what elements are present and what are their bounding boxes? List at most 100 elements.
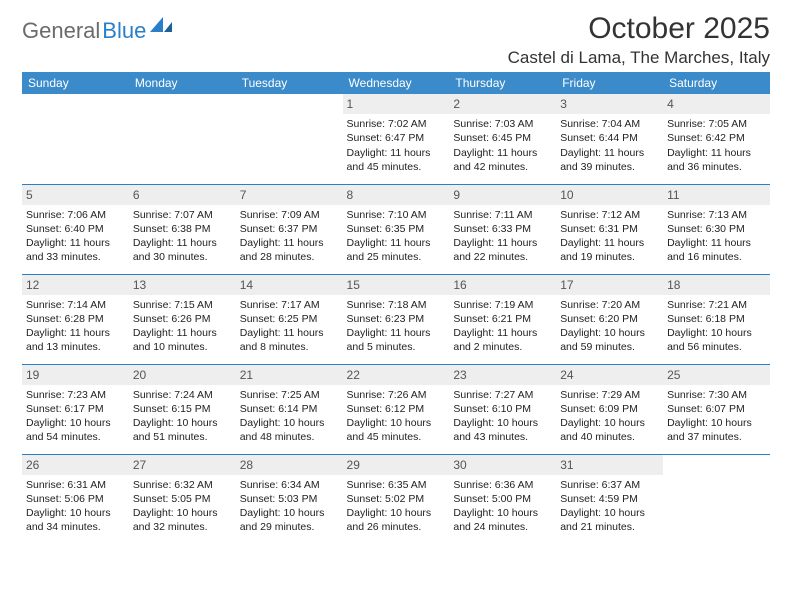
day-number: 13 [129, 275, 236, 295]
calendar-day-cell: 25Sunrise: 7:30 AMSunset: 6:07 PMDayligh… [663, 364, 770, 454]
weekday-header: Tuesday [236, 72, 343, 94]
day-number: 27 [129, 455, 236, 475]
day-number: 24 [556, 365, 663, 385]
day-info: Sunrise: 7:04 AMSunset: 6:44 PMDaylight:… [560, 117, 659, 174]
sunrise-line: Sunrise: 7:07 AM [133, 208, 232, 222]
sunrise-line: Sunrise: 7:17 AM [240, 298, 339, 312]
day-info: Sunrise: 7:03 AMSunset: 6:45 PMDaylight:… [453, 117, 552, 174]
day-info: Sunrise: 7:15 AMSunset: 6:26 PMDaylight:… [133, 298, 232, 355]
daylight-line: Daylight: 11 hours and 22 minutes. [453, 236, 552, 264]
sunrise-line: Sunrise: 7:12 AM [560, 208, 659, 222]
daylight-line: Daylight: 11 hours and 30 minutes. [133, 236, 232, 264]
brand-logo: GeneralBlue [22, 12, 172, 44]
day-info: Sunrise: 7:05 AMSunset: 6:42 PMDaylight:… [667, 117, 766, 174]
sunset-line: Sunset: 6:18 PM [667, 312, 766, 326]
sunset-line: Sunset: 6:15 PM [133, 402, 232, 416]
daylight-line: Daylight: 10 hours and 40 minutes. [560, 416, 659, 444]
brand-text-general: General [22, 18, 100, 44]
calendar-day-cell: 12 Sunrise: 7:14 AMSunset: 6:28 PMDayligh… [22, 274, 129, 364]
day-info: Sunrise: 6:31 AMSunset: 5:06 PMDaylight:… [26, 478, 125, 535]
daylight-line: Daylight: 10 hours and 45 minutes. [347, 416, 446, 444]
day-number: 21 [236, 365, 343, 385]
day-number: 3 [556, 94, 663, 114]
sunrise-line: Sunrise: 6:31 AM [26, 478, 125, 492]
sunset-line: Sunset: 6:42 PM [667, 131, 766, 145]
sunrise-line: Sunrise: 7:27 AM [453, 388, 552, 402]
daylight-line: Daylight: 11 hours and 33 minutes. [26, 236, 125, 264]
daylight-line: Daylight: 11 hours and 13 minutes. [26, 326, 125, 354]
day-number: 14 [236, 275, 343, 295]
day-number: 29 [343, 455, 450, 475]
calendar-day-cell: 5Sunrise: 7:06 AMSunset: 6:40 PMDaylight… [22, 184, 129, 274]
calendar-week-row: 26Sunrise: 6:31 AMSunset: 5:06 PMDayligh… [22, 454, 770, 544]
calendar-day-cell: 18Sunrise: 7:21 AMSunset: 6:18 PMDayligh… [663, 274, 770, 364]
sunset-line: Sunset: 5:06 PM [26, 492, 125, 506]
day-info: Sunrise: 7:20 AMSunset: 6:20 PMDaylight:… [560, 298, 659, 355]
sunrise-line: Sunrise: 7:21 AM [667, 298, 766, 312]
sunset-line: Sunset: 5:02 PM [347, 492, 446, 506]
sunset-line: Sunset: 6:17 PM [26, 402, 125, 416]
sunrise-line: Sunrise: 7:05 AM [667, 117, 766, 131]
calendar-day-cell: 17Sunrise: 7:20 AMSunset: 6:20 PMDayligh… [556, 274, 663, 364]
day-number: 23 [449, 365, 556, 385]
daylight-line: Daylight: 10 hours and 37 minutes. [667, 416, 766, 444]
sunrise-line: Sunrise: 7:30 AM [667, 388, 766, 402]
day-number: 12 [22, 275, 129, 295]
sunrise-line: Sunrise: 7:26 AM [347, 388, 446, 402]
calendar-table: SundayMondayTuesdayWednesdayThursdayFrid… [22, 72, 770, 544]
daylight-line: Daylight: 10 hours and 24 minutes. [453, 506, 552, 534]
sunset-line: Sunset: 6:20 PM [560, 312, 659, 326]
sunset-line: Sunset: 4:59 PM [560, 492, 659, 506]
sunset-line: Sunset: 6:44 PM [560, 131, 659, 145]
sunrise-line: Sunrise: 7:14 AM [26, 298, 125, 312]
day-info: Sunrise: 7:26 AMSunset: 6:12 PMDaylight:… [347, 388, 446, 445]
calendar-day-cell: 22Sunrise: 7:26 AMSunset: 6:12 PMDayligh… [343, 364, 450, 454]
day-info: Sunrise: 6:34 AMSunset: 5:03 PMDaylight:… [240, 478, 339, 535]
calendar-body: 1Sunrise: 7:02 AMSunset: 6:47 PMDaylight… [22, 94, 770, 544]
calendar-day-cell: 21 Sunrise: 7:25 AMSunset: 6:14 PMDayligh… [236, 364, 343, 454]
day-info: Sunrise: 7:14 AMSunset: 6:28 PMDaylight:… [26, 298, 125, 355]
day-info: Sunrise: 7:17 AMSunset: 6:25 PMDaylight:… [240, 298, 339, 355]
sunset-line: Sunset: 6:09 PM [560, 402, 659, 416]
sunrise-line: Sunrise: 7:06 AM [26, 208, 125, 222]
title-block: October 2025 Castel di Lama, The Marches… [508, 12, 770, 68]
day-number: 7 [236, 185, 343, 205]
day-info: Sunrise: 7:06 AMSunset: 6:40 PMDaylight:… [26, 208, 125, 265]
day-number: 31 [556, 455, 663, 475]
calendar-day-cell: 26Sunrise: 6:31 AMSunset: 5:06 PMDayligh… [22, 454, 129, 544]
calendar-week-row: 1Sunrise: 7:02 AMSunset: 6:47 PMDaylight… [22, 94, 770, 184]
daylight-line: Daylight: 10 hours and 51 minutes. [133, 416, 232, 444]
day-number: 2 [449, 94, 556, 114]
calendar-day-cell: 13 Sunrise: 7:15 AMSunset: 6:26 PMDayligh… [129, 274, 236, 364]
calendar-day-cell: 7Sunrise: 7:09 AMSunset: 6:37 PMDaylight… [236, 184, 343, 274]
daylight-line: Daylight: 10 hours and 59 minutes. [560, 326, 659, 354]
daylight-line: Daylight: 11 hours and 42 minutes. [453, 146, 552, 174]
sunset-line: Sunset: 6:40 PM [26, 222, 125, 236]
daylight-line: Daylight: 10 hours and 54 minutes. [26, 416, 125, 444]
sunset-line: Sunset: 5:05 PM [133, 492, 232, 506]
day-number: 19 [22, 365, 129, 385]
sunrise-line: Sunrise: 7:25 AM [240, 388, 339, 402]
day-number: 20 [129, 365, 236, 385]
calendar-day-cell: 8Sunrise: 7:10 AMSunset: 6:35 PMDaylight… [343, 184, 450, 274]
sunrise-line: Sunrise: 7:03 AM [453, 117, 552, 131]
sunset-line: Sunset: 6:23 PM [347, 312, 446, 326]
sunset-line: Sunset: 6:07 PM [667, 402, 766, 416]
calendar-day-cell: 15Sunrise: 7:18 AMSunset: 6:23 PMDayligh… [343, 274, 450, 364]
sunrise-line: Sunrise: 7:13 AM [667, 208, 766, 222]
day-info: Sunrise: 7:12 AMSunset: 6:31 PMDaylight:… [560, 208, 659, 265]
sunrise-line: Sunrise: 7:15 AM [133, 298, 232, 312]
sunset-line: Sunset: 6:47 PM [347, 131, 446, 145]
calendar-day-cell: 2 Sunrise: 7:03 AMSunset: 6:45 PMDaylight… [449, 94, 556, 184]
day-info: Sunrise: 7:25 AMSunset: 6:14 PMDaylight:… [240, 388, 339, 445]
calendar-day-cell [129, 94, 236, 184]
calendar-header: SundayMondayTuesdayWednesdayThursdayFrid… [22, 72, 770, 94]
sunset-line: Sunset: 6:26 PM [133, 312, 232, 326]
month-title: October 2025 [508, 12, 770, 46]
sunrise-line: Sunrise: 7:18 AM [347, 298, 446, 312]
weekday-header: Friday [556, 72, 663, 94]
daylight-line: Daylight: 10 hours and 56 minutes. [667, 326, 766, 354]
daylight-line: Daylight: 11 hours and 45 minutes. [347, 146, 446, 174]
sunset-line: Sunset: 6:30 PM [667, 222, 766, 236]
calendar-day-cell: 23Sunrise: 7:27 AMSunset: 6:10 PMDayligh… [449, 364, 556, 454]
